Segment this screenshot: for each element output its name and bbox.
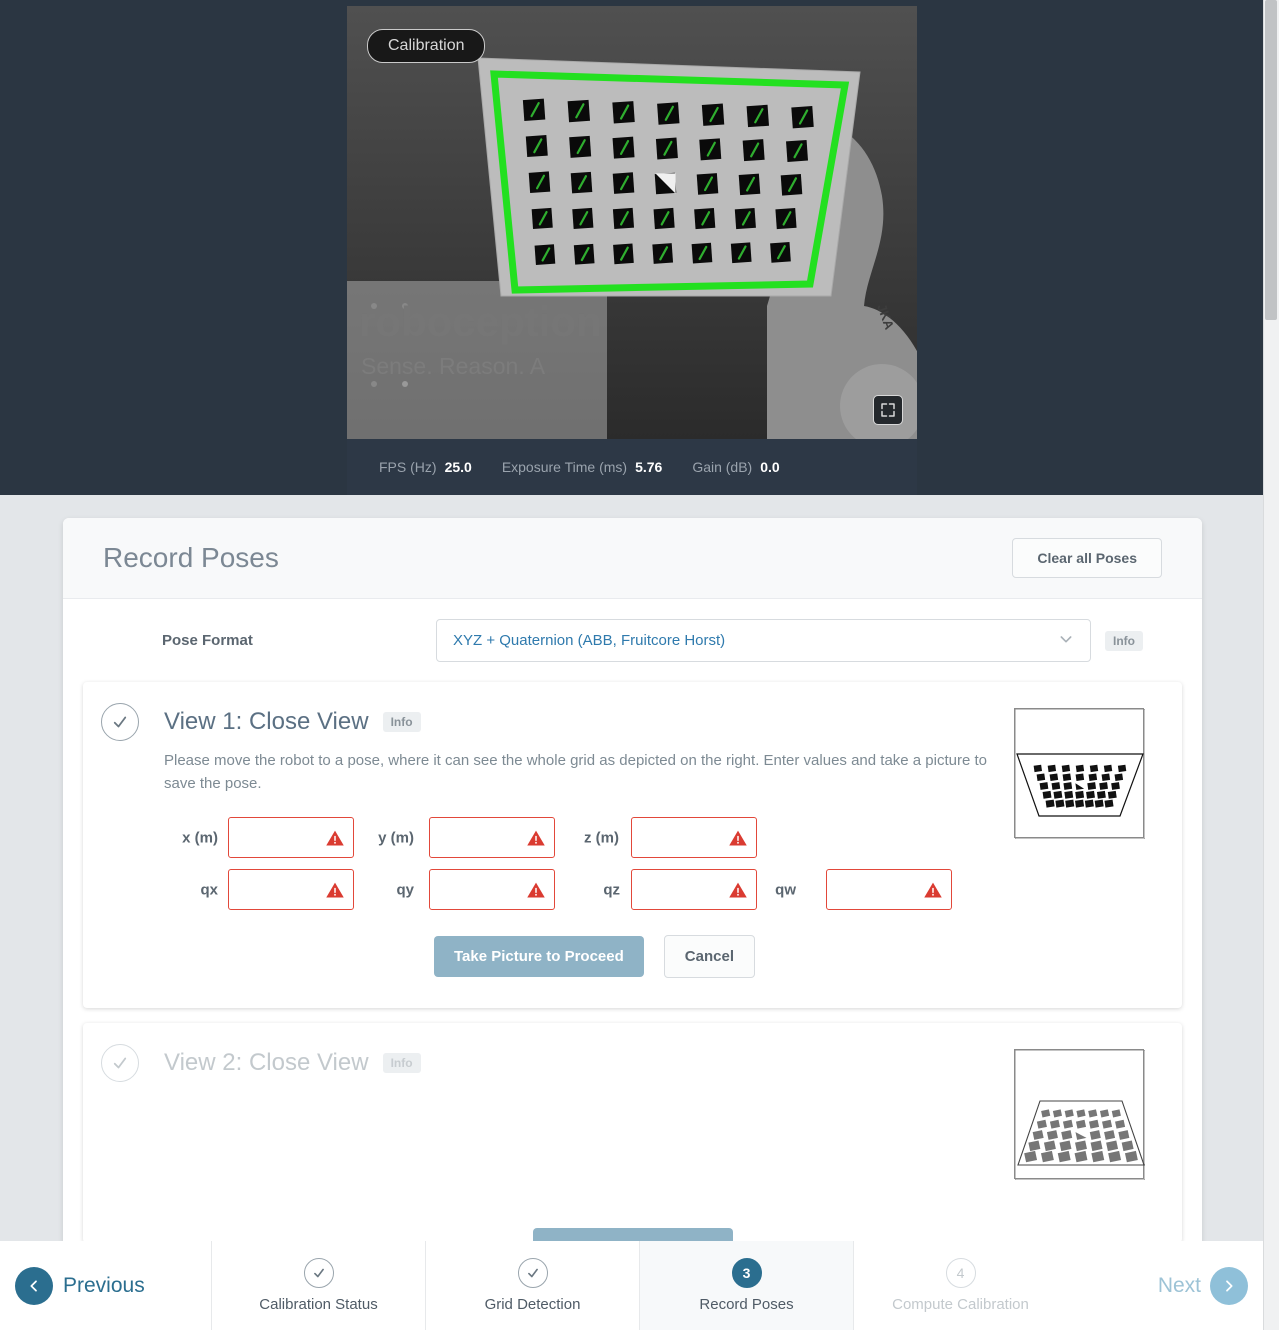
svg-text:Sense. Reason. A: Sense. Reason. A bbox=[361, 353, 546, 379]
svg-text:roboception: roboception bbox=[359, 298, 602, 345]
